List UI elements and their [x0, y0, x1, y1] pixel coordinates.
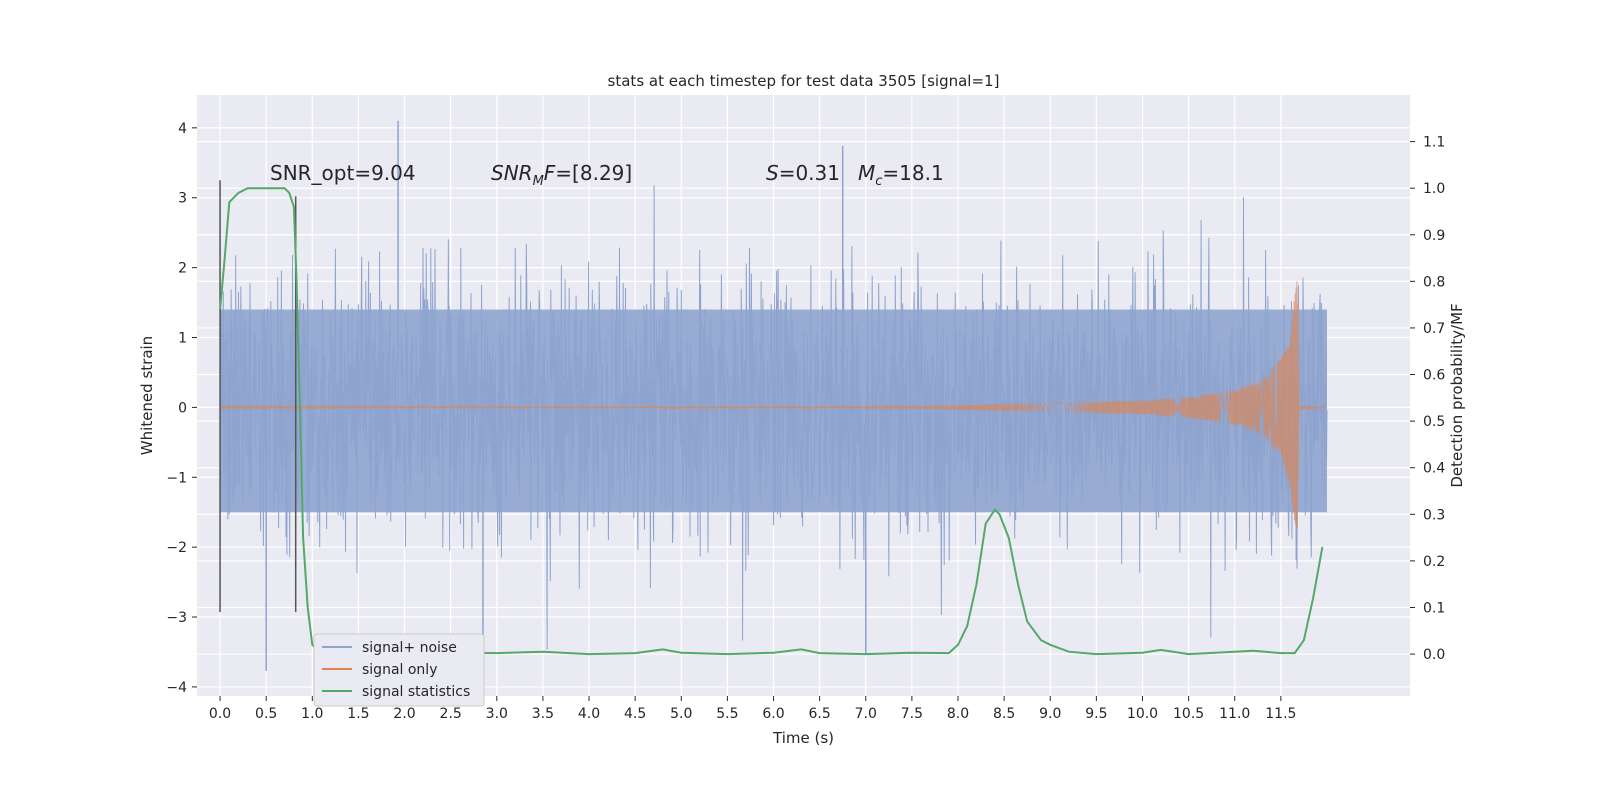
- y-tick-label: −4: [166, 680, 187, 696]
- y-tick-label: −3: [166, 610, 187, 626]
- annotation-snr-mf-sub: M: [533, 174, 544, 189]
- legend-label-signal-statistics: signal statistics: [362, 684, 470, 700]
- x-tick-label: 10.0: [1127, 706, 1158, 722]
- y2-axis-ticks: 0.0 0.1 0.2 0.3 0.4 0.5 0.6 0.7 0.8 0.9 1.0 1.1: [1410, 135, 1445, 663]
- x-tick-label: 0.0: [209, 706, 231, 722]
- x-tick-label: 2.0: [393, 706, 415, 722]
- x-tick-label: 6.5: [809, 706, 831, 722]
- legend-box: [313, 633, 485, 707]
- signal-statistics-line: [219, 187, 1324, 656]
- annotation-s-value: =0.31: [779, 161, 840, 185]
- y-axis-label: Whitened strain: [138, 336, 156, 455]
- y2-axis-label: Detection probability/MF: [1448, 303, 1466, 487]
- y2-tick-label: 0.7: [1423, 321, 1445, 337]
- x-tick-label: 8.5: [993, 706, 1015, 722]
- y-tick-label: 2: [178, 261, 187, 277]
- legend-label-signal-noise: signal+ noise: [362, 640, 457, 656]
- y2-tick-label: 1.0: [1423, 181, 1445, 197]
- x-tick-label: 5.5: [716, 706, 738, 722]
- y-tick-label: 3: [178, 191, 187, 207]
- annotation-mc-value: =18.1: [882, 161, 943, 185]
- x-tick-label: 11.0: [1219, 706, 1250, 722]
- y2-tick-label: 1.1: [1423, 135, 1445, 151]
- x-tick-label: 5.0: [670, 706, 692, 722]
- y2-tick-label: 0.0: [1423, 647, 1445, 663]
- annotation-s-var: S: [766, 161, 779, 185]
- annotation-mc: Mc=18.1: [858, 161, 944, 189]
- y2-tick-label: 0.6: [1423, 368, 1445, 384]
- x-tick-label: 1.0: [301, 706, 323, 722]
- y-tick-label: −1: [166, 470, 187, 486]
- x-tick-label: 2.5: [440, 706, 462, 722]
- annotation-snr-mf-main: SNR: [491, 161, 533, 185]
- x-axis-ticks: 0.0 0.5 1.0 1.5 2.0 2.5 3.0 3.5 4.0 4.5 5.0 5.5 6.0 6…: [209, 696, 1296, 722]
- y-tick-label: −2: [166, 540, 187, 556]
- legend-label-signal-only: signal only: [362, 662, 437, 678]
- annotation-snr-mf-value: =[8.29]: [555, 161, 632, 185]
- annotation-mc-var: M: [858, 161, 875, 185]
- signal-noise-line: [219, 185, 1328, 650]
- x-tick-label: 6.0: [762, 706, 784, 722]
- y2-tick-label: 0.3: [1423, 507, 1445, 523]
- y2-tick-label: 0.1: [1423, 600, 1445, 616]
- x-tick-label: 0.5: [255, 706, 277, 722]
- x-tick-label: 9.5: [1085, 706, 1107, 722]
- x-tick-label: 3.0: [486, 706, 508, 722]
- y2-tick-label: 0.4: [1423, 461, 1445, 477]
- x-tick-label: 1.5: [347, 706, 369, 722]
- y-axis-ticks: −4 −3 −2 −1 0 1 2 3 4: [166, 121, 197, 696]
- x-axis-label: Time (s): [772, 729, 834, 747]
- signal-only-series: [219, 281, 1327, 529]
- signal-statistics-series: [219, 187, 1324, 656]
- x-tick-label: 10.5: [1173, 706, 1204, 722]
- x-tick-label: 3.5: [532, 706, 554, 722]
- annotation-snr-mf: SNRMF=[8.29]: [491, 161, 632, 189]
- x-tick-label: 11.5: [1265, 706, 1296, 722]
- y2-tick-label: 0.9: [1423, 228, 1445, 244]
- signal-only-line: [219, 281, 1327, 529]
- x-tick-label: 4.0: [578, 706, 600, 722]
- x-tick-label: 7.5: [901, 706, 923, 722]
- y2-tick-label: 0.8: [1423, 274, 1445, 290]
- y-tick-label: 0: [178, 400, 187, 416]
- annotation-snr-opt: SNR_opt=9.04: [270, 161, 416, 185]
- x-tick-label: 9.0: [1039, 706, 1061, 722]
- x-tick-label: 8.0: [947, 706, 969, 722]
- y2-tick-label: 0.2: [1423, 554, 1445, 570]
- chart-title: stats at each timestep for test data 350…: [608, 72, 1000, 90]
- y-tick-label: 1: [178, 330, 187, 346]
- y-tick-label: 4: [178, 121, 187, 137]
- y2-tick-label: 0.5: [1423, 414, 1445, 430]
- x-tick-label: 4.5: [624, 706, 646, 722]
- annotation-s: S=0.31: [766, 161, 840, 185]
- annotation-mc-sub: c: [875, 174, 882, 189]
- x-tick-label: 7.0: [855, 706, 877, 722]
- legend: signal+ noise signal only signal statist…: [313, 633, 485, 707]
- annotation-snr-mf-tail-f: F: [544, 161, 556, 185]
